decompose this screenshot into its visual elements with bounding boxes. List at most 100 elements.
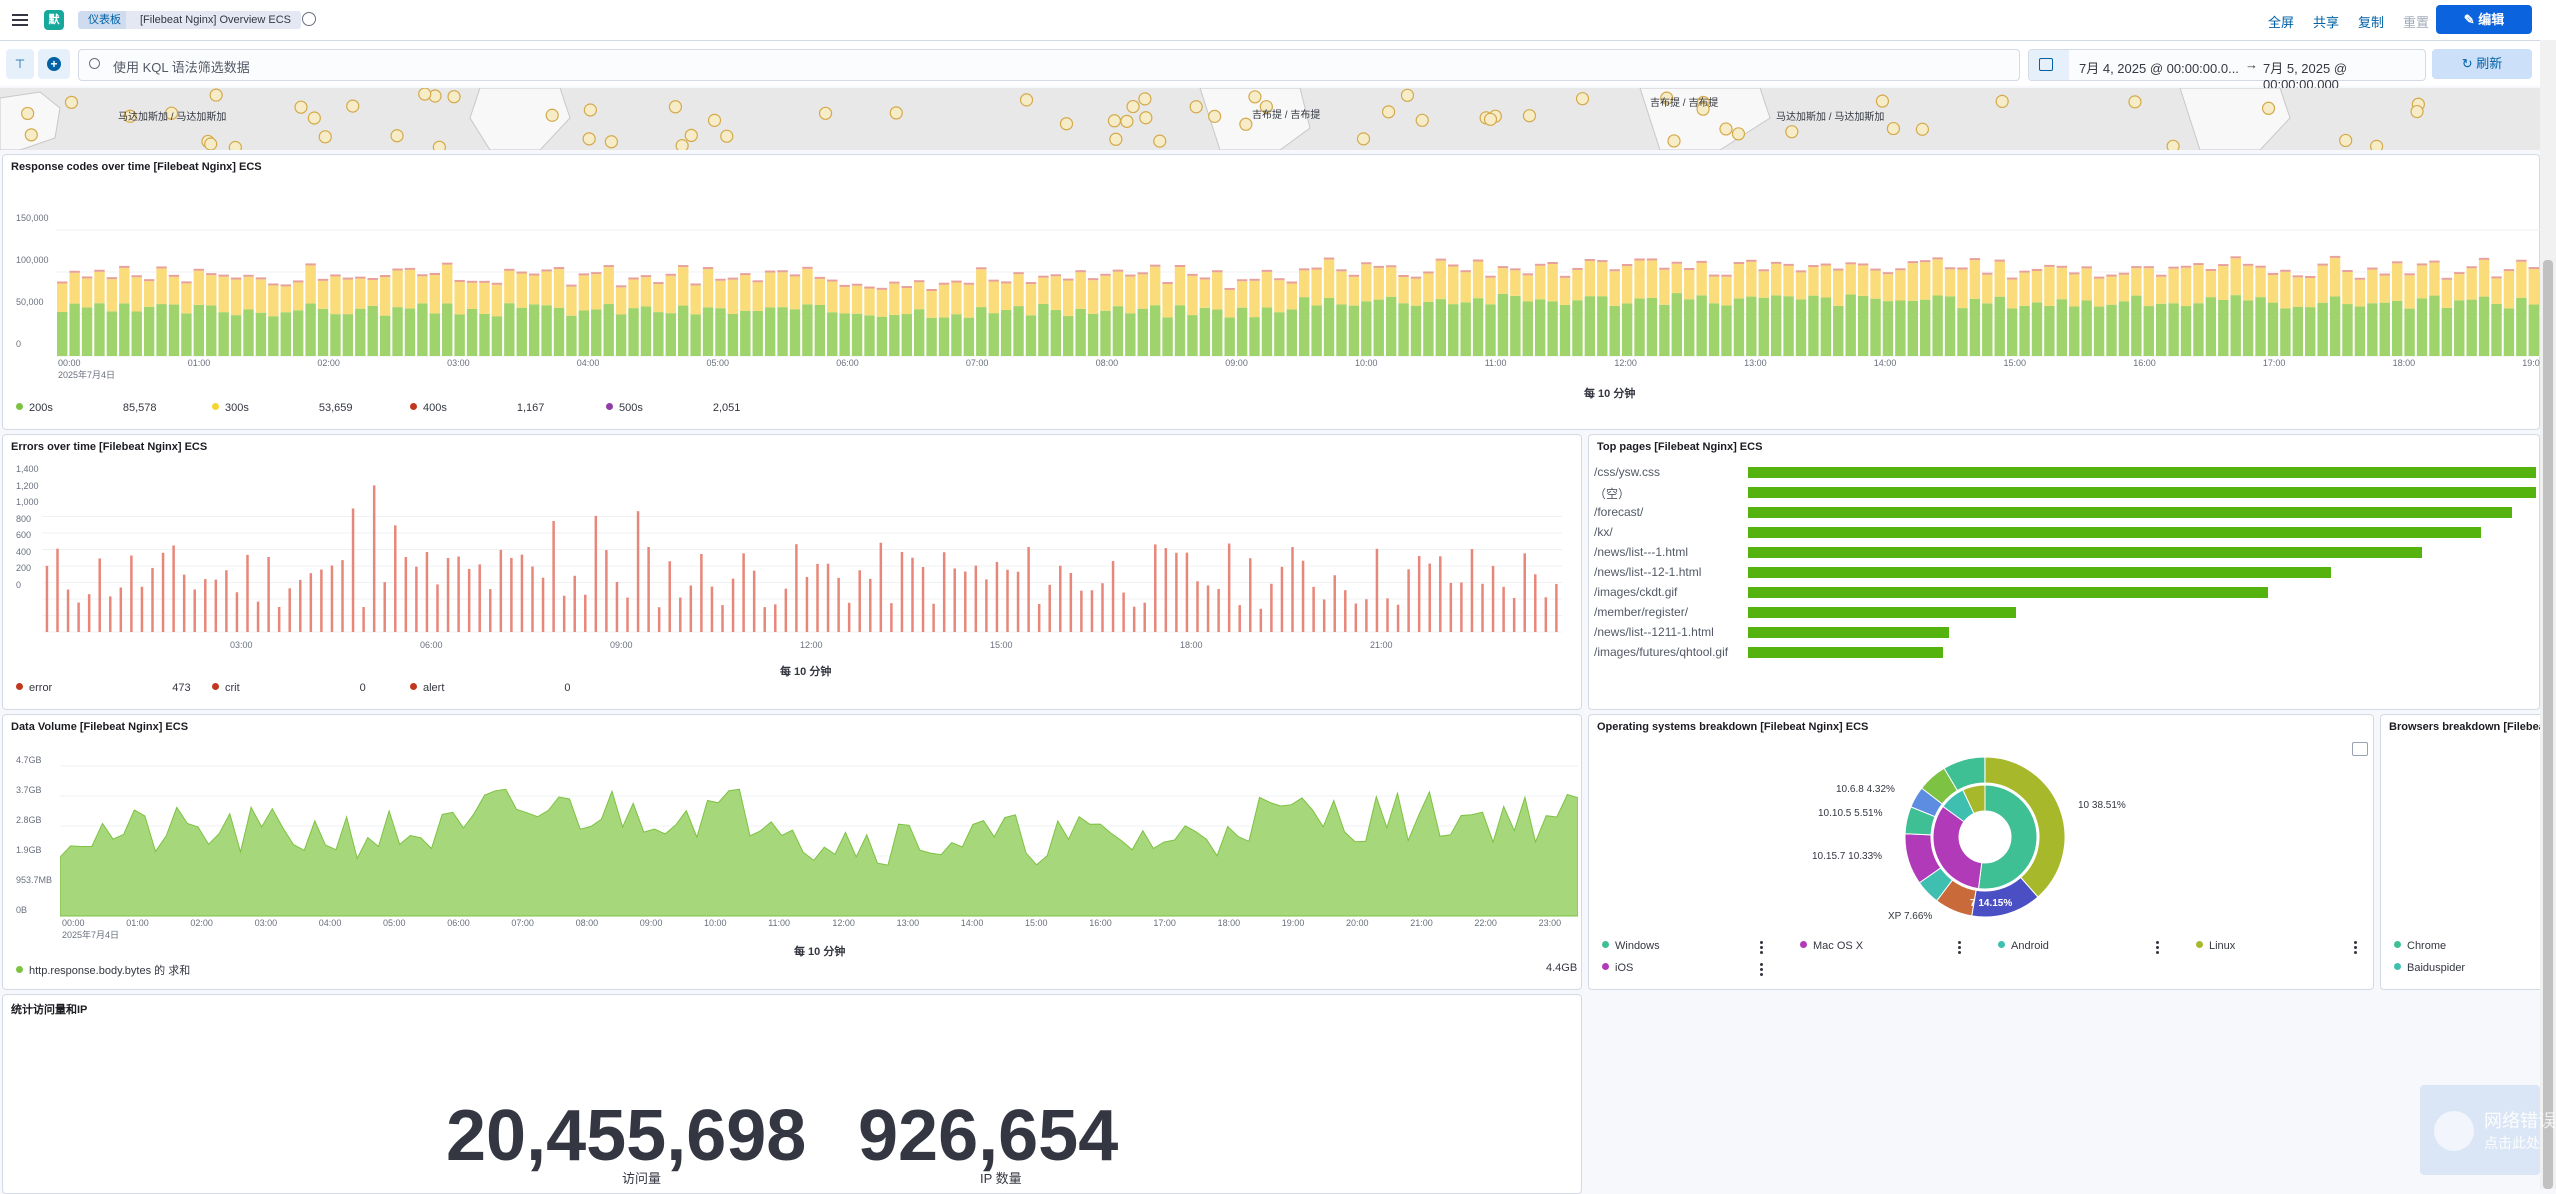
bar-300s: [106, 279, 118, 312]
more-options-icon[interactable]: [1760, 941, 1763, 956]
bar-300s: [1249, 280, 1260, 318]
more-options-icon[interactable]: [2354, 941, 2357, 956]
bar-300s: [255, 279, 267, 313]
clone-link[interactable]: 复制: [2358, 15, 2385, 30]
bar-400s: [69, 270, 80, 273]
x-tick-label: 05:00: [383, 918, 406, 928]
os-donut-chart[interactable]: [1900, 752, 2070, 922]
error-bar: [172, 545, 175, 632]
map-label: 吉布提 / 吉布提: [1252, 110, 1321, 121]
data-volume-chart[interactable]: [60, 740, 1578, 918]
date-picker[interactable]: 7月 4, 2025 @ 00:00:00.0... → 7月 5, 2025 …: [2028, 49, 2426, 92]
bar-400s: [2528, 267, 2539, 270]
legend-item[interactable]: 500s 2,051: [606, 402, 740, 414]
more-options-icon[interactable]: [1958, 941, 1961, 956]
page-scrollbar[interactable]: [2540, 40, 2556, 1189]
time-end[interactable]: 7月 5, 2025 @ 00:00:00.000: [2263, 61, 2348, 92]
legend-item[interactable]: Mac OS X: [1800, 940, 1863, 952]
legend-toggle-icon[interactable]: [2352, 742, 2368, 756]
top-page-bar[interactable]: [1748, 507, 2513, 518]
x-axis-date: 2025年7月4日: [58, 370, 116, 380]
bar-200s: [69, 303, 80, 356]
filter-menu-button[interactable]: ⊤: [6, 49, 34, 79]
legend-item[interactable]: http.response.body.bytes 的 求和: [16, 962, 190, 978]
bar-200s: [2516, 297, 2527, 356]
top-page-bar[interactable]: [1748, 607, 2016, 618]
x-tick-label: 03:00: [254, 918, 278, 928]
reset-link[interactable]: 重置: [2403, 15, 2430, 30]
top-page-bar[interactable]: [1748, 587, 2269, 598]
legend-item[interactable]: Chrome: [2394, 940, 2446, 952]
legend-item[interactable]: Windows: [1602, 940, 1660, 952]
bar-300s: [1907, 263, 1918, 301]
bar-300s: [1572, 269, 1583, 301]
share-link[interactable]: 共享: [2313, 15, 2340, 30]
top-page-bar[interactable]: [1748, 627, 1949, 638]
recent-history-icon[interactable]: [302, 12, 316, 26]
error-bar: [1227, 543, 1231, 632]
bar-200s: [2329, 296, 2341, 356]
time-start[interactable]: 7月 4, 2025 @ 00:00:00.0...: [2079, 61, 2239, 76]
x-tick-label: 20:00: [1346, 918, 1369, 928]
x-tick-label: 19:00: [2522, 358, 2545, 368]
legend-item[interactable]: 400s 1,167: [410, 402, 544, 414]
bar-200s: [1671, 293, 1683, 356]
bar-200s: [1820, 297, 1832, 356]
fullscreen-link[interactable]: 全屏: [2268, 15, 2295, 30]
bar-300s: [615, 287, 627, 315]
top-page-bar[interactable]: [1748, 647, 1944, 658]
error-bar: [742, 553, 745, 632]
error-bar: [869, 578, 872, 632]
error-bar: [626, 597, 629, 632]
add-filter-button[interactable]: +: [38, 49, 70, 79]
bar-300s: [2329, 257, 2341, 297]
bar-300s: [1398, 276, 1409, 304]
legend-item[interactable]: iOS: [1602, 962, 1633, 974]
legend-item[interactable]: error 473: [16, 682, 191, 694]
top-page-bar[interactable]: [1748, 547, 2422, 558]
x-tick-label: 13:00: [896, 918, 920, 928]
bar-400s: [1609, 269, 1620, 272]
top-page-bar[interactable]: [1748, 467, 2536, 478]
more-options-icon[interactable]: [2156, 941, 2159, 956]
bar-300s: [1013, 274, 1024, 307]
legend-item[interactable]: crit 0: [212, 682, 366, 694]
map-point: [818, 106, 833, 120]
map-point: [1660, 91, 1674, 105]
toast-link[interactable]: 点击此处: [2484, 1135, 2540, 1151]
map-canvas: [0, 88, 2425, 150]
legend-item[interactable]: 200s 85,578: [16, 402, 157, 414]
legend-item[interactable]: Baiduspider: [2394, 962, 2465, 974]
panel-title: Operating systems breakdown [Filebeat Ng…: [1597, 721, 1869, 733]
bar-200s: [541, 305, 552, 356]
breadcrumb-dashboards[interactable]: 仪表板: [78, 11, 139, 29]
more-options-icon[interactable]: [1760, 963, 1763, 978]
error-bar: [1386, 598, 1389, 632]
legend-item[interactable]: 300s 53,659: [212, 402, 353, 414]
bar-200s: [193, 304, 205, 356]
bar-400s: [143, 279, 155, 282]
refresh-button[interactable]: ↻ 刷新: [2432, 49, 2532, 79]
map-panel[interactable]: 马达加斯加 / 马达加斯加 吉布提 / 吉布提 马达加斯加 / 马达加斯加 吉布…: [0, 88, 2540, 150]
bar-300s: [876, 289, 888, 317]
kql-search-input[interactable]: 使用 KQL 语法筛选数据: [78, 49, 2020, 81]
top-page-bar[interactable]: [1748, 567, 2332, 578]
legend-item[interactable]: Linux: [2196, 940, 2235, 952]
legend-item[interactable]: Android: [1998, 940, 2049, 952]
top-page-label: /images/ckdt.gif: [1594, 585, 1678, 599]
errors-chart[interactable]: [42, 464, 1562, 634]
scrollbar-thumb[interactable]: [2543, 260, 2553, 1189]
calendar-icon[interactable]: [2029, 50, 2069, 80]
menu-icon[interactable]: [12, 11, 28, 27]
space-avatar[interactable]: 默: [44, 10, 64, 30]
network-error-toast[interactable]: 网络错误 点击此处: [2420, 1085, 2556, 1175]
top-page-bar[interactable]: [1748, 487, 2536, 498]
edit-button[interactable]: ✎ 编辑: [2436, 5, 2532, 34]
bar-300s: [678, 267, 689, 306]
bar-300s: [1361, 264, 1372, 302]
top-page-bar[interactable]: [1748, 527, 2481, 538]
response-codes-chart[interactable]: [56, 180, 2540, 358]
bar-200s: [1075, 308, 1086, 356]
bar-400s: [1634, 258, 1645, 261]
legend-item[interactable]: alert 0: [410, 682, 571, 694]
